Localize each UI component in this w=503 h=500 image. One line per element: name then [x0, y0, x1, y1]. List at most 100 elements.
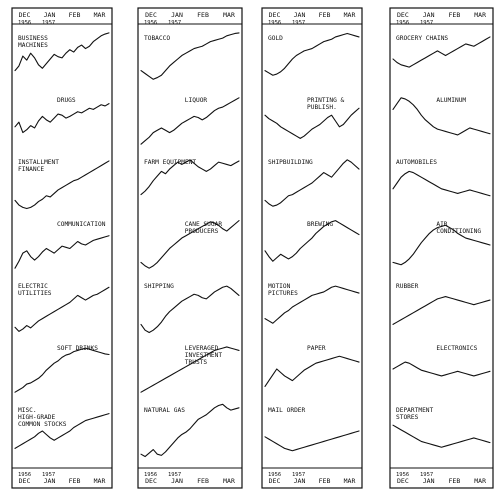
bottom-year-label: 1956 [396, 472, 409, 478]
series-label-grocery-chains: GROCERY CHAINS [396, 35, 448, 42]
series-label-drugs: DRUGS [57, 97, 76, 104]
bottom-month-label: JAN [171, 477, 183, 485]
series-label-gold: GOLD [268, 35, 283, 42]
series-line-brewing [264, 220, 360, 262]
series-line-electronics [392, 361, 491, 377]
series-line-cane-sugar-producers [140, 220, 240, 269]
panel-frame [261, 7, 363, 489]
series-label-installment-finance: INSTALLMENT FINANCE [18, 159, 59, 173]
top-month-label: DEC [397, 11, 409, 19]
series-line-motion-pictures [264, 285, 360, 324]
series-line-rubber [392, 296, 491, 325]
top-month-label: JAN [44, 11, 56, 19]
series-label-misc-high-grade-common-stocks: MISC. HIGH-GRADE COMMON STOCKS [18, 407, 67, 428]
panel-4: DEC JAN FEB MAR 1956 1957 1956 1957 DEC JAN FEB MAR… [389, 7, 494, 489]
series-line-liquor [140, 97, 240, 145]
series-label-communication: COMMUNICATION [57, 221, 106, 228]
bottom-month-label: MAR [223, 477, 235, 485]
series-label-paper: PAPER [307, 345, 326, 352]
top-month-label: FEB [449, 11, 461, 19]
series-label-liquor: LIQUOR [185, 97, 208, 104]
top-year-label: 1957 [168, 20, 181, 26]
series-label-business-machines: BUSINESS MACHINES [18, 35, 48, 49]
panel-2: DEC JAN FEB MAR 1956 1957 1956 1957 DEC JAN FEB MAR… [137, 7, 243, 489]
series-line-misc-high-grade-common-stocks [14, 413, 110, 449]
bottom-month-label: JAN [423, 477, 435, 485]
series-label-aluminum: ALUMINUM [436, 97, 466, 104]
top-month-label: MAR [344, 11, 356, 19]
series-line-automobiles [392, 170, 491, 197]
series-line-department-stores [392, 424, 491, 448]
bottom-year-label: 1956 [18, 472, 31, 478]
bottom-month-label: FEB [319, 477, 331, 485]
bottom-year-label: 1956 [268, 472, 281, 478]
series-line-aluminum [392, 97, 491, 136]
bottom-month-label: MAR [344, 477, 356, 485]
series-line-mail-order [264, 430, 360, 452]
top-month-label: JAN [423, 11, 435, 19]
series-label-shipbuilding: SHIPBUILDING [268, 159, 313, 166]
series-line-natural-gas [140, 403, 240, 458]
bottom-month-label: DEC [397, 477, 409, 485]
bottom-month-label: FEB [197, 477, 209, 485]
series-line-shipping [140, 285, 240, 334]
series-line-communication [14, 235, 110, 269]
series-label-air-conditioning: AIR CONDITIONING [436, 221, 481, 235]
series-label-farm-equipment: FARM EQUIPMENT [144, 159, 196, 166]
series-line-installment-finance [14, 160, 110, 210]
top-month-label: DEC [19, 11, 31, 19]
top-year-label: 1956 [18, 20, 31, 26]
series-label-cane-sugar-producers: CANE SUGAR PRODUCERS [185, 221, 223, 235]
series-line-drugs [14, 103, 110, 134]
series-label-tobacco: TOBACCO [144, 35, 170, 42]
top-month-label: JAN [171, 11, 183, 19]
bottom-month-label: JAN [44, 477, 56, 485]
series-line-paper [264, 355, 360, 387]
series-label-rubber: RUBBER [396, 283, 419, 290]
series-line-air-conditioning [392, 224, 491, 266]
series-line-leveraged-investment-trusts [140, 346, 240, 393]
series-label-department-stores: DEPARTMENT STORES [396, 407, 434, 421]
bottom-month-label: DEC [269, 477, 281, 485]
series-line-grocery-chains [392, 36, 491, 68]
panel-1: DEC JAN FEB MAR 1956 1957 1956 1957 DEC JAN FEB MAR… [11, 7, 113, 489]
panel-3: DEC JAN FEB MAR 1956 1957 1956 1957 DEC JAN FEB MAR… [261, 7, 363, 489]
top-year-label: 1957 [292, 20, 305, 26]
series-line-shipbuilding [264, 159, 360, 207]
series-label-shipping: SHIPPING [144, 283, 174, 290]
top-month-label: MAR [223, 11, 235, 19]
top-year-label: 1956 [396, 20, 409, 26]
bottom-year-label: 1957 [420, 472, 433, 478]
series-label-automobiles: AUTOMOBILES [396, 159, 437, 166]
series-line-soft-drinks [14, 347, 110, 393]
series-label-electric-utilities: ELECTRIC UTILITIES [18, 283, 52, 297]
top-year-label: 1957 [42, 20, 55, 26]
bottom-year-label: 1956 [144, 472, 157, 478]
bottom-month-label: DEC [19, 477, 31, 485]
top-year-label: 1957 [420, 20, 433, 26]
bottom-month-label: MAR [94, 477, 106, 485]
top-month-label: DEC [145, 11, 157, 19]
series-label-mail-order: MAIL ORDER [268, 407, 306, 414]
series-label-soft-drinks: SOFT DRINKS [57, 345, 98, 352]
series-line-farm-equipment [140, 159, 240, 196]
series-line-electric-utilities [14, 286, 110, 332]
top-month-label: MAR [94, 11, 106, 19]
top-year-label: 1956 [268, 20, 281, 26]
top-month-label: DEC [269, 11, 281, 19]
series-line-gold [264, 32, 360, 76]
bottom-year-label: 1957 [168, 472, 181, 478]
bottom-year-label: 1957 [42, 472, 55, 478]
panel-frame [137, 7, 243, 489]
top-month-label: JAN [294, 11, 306, 19]
bottom-month-label: JAN [294, 477, 306, 485]
top-month-label: FEB [69, 11, 81, 19]
bottom-month-label: DEC [145, 477, 157, 485]
bottom-month-label: FEB [69, 477, 81, 485]
series-line-tobacco [140, 32, 240, 80]
series-line-printing-publish [264, 107, 360, 139]
series-label-printing-publish: PRINTING & PUBLISH. [307, 97, 345, 111]
series-label-brewing: BREWING [307, 221, 333, 228]
bottom-month-label: FEB [449, 477, 461, 485]
